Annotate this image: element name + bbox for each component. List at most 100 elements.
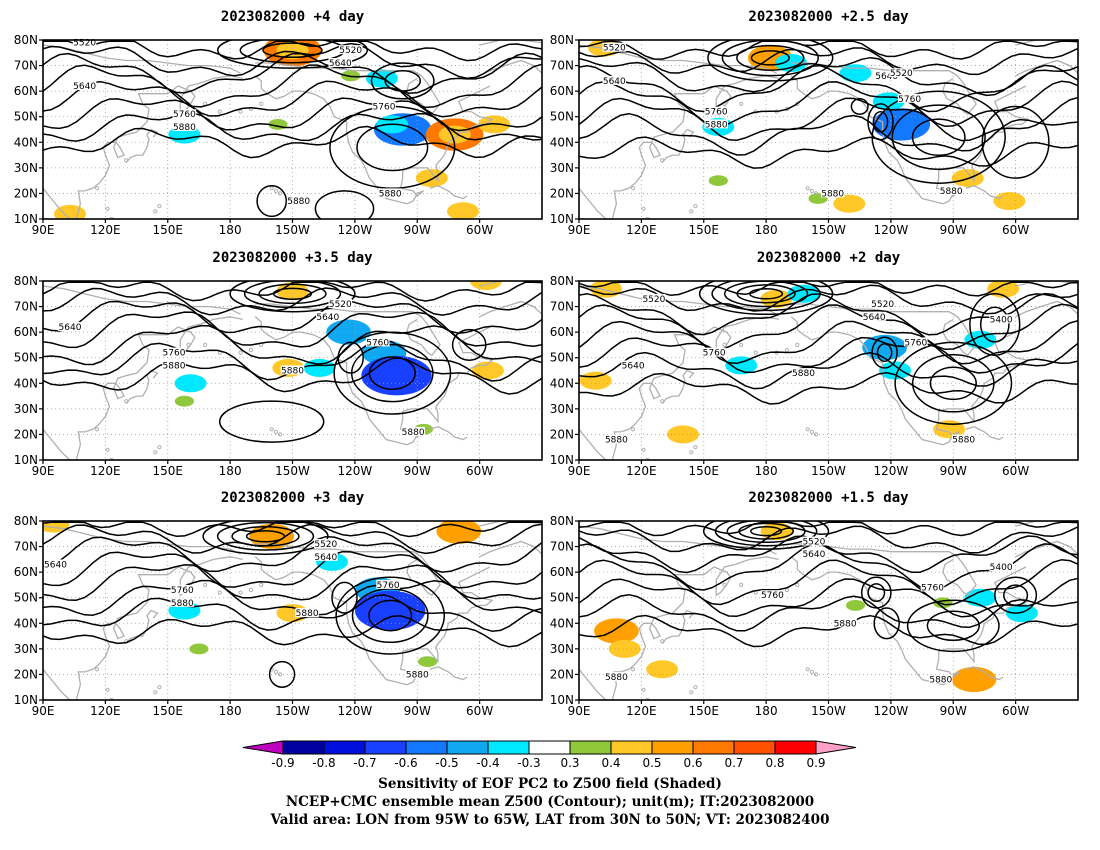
coastline (661, 609, 695, 645)
shading-patch (993, 192, 1026, 211)
island (217, 109, 222, 114)
lat-tick-label: 40N (14, 616, 38, 630)
colorbar-tick-label: 0.9 (806, 756, 825, 770)
lon-tick-label: 90W (404, 704, 431, 718)
lat-tick-label: 10N (550, 453, 574, 467)
shading-patch (355, 590, 426, 631)
contour-line (579, 303, 1078, 351)
contour-layer (579, 40, 1078, 184)
contour-label: 5520 (802, 538, 825, 548)
island (105, 687, 110, 692)
island (95, 667, 100, 672)
lon-tick-label: 120W (873, 464, 908, 478)
contour-label: 5880 (940, 187, 963, 197)
lon-tick-label: 90E (568, 464, 591, 478)
contour-line (43, 112, 542, 142)
contour-label-bg (989, 314, 1013, 324)
contour-label-bg (280, 365, 305, 375)
lon-tick-label: 90E (32, 223, 55, 237)
contour-cell (707, 40, 834, 82)
lat-tick-label: 80N (14, 514, 38, 528)
lon-tick-label: 60W (1002, 704, 1029, 718)
colorbar-tick-label: -0.7 (353, 756, 376, 770)
shading-patch (646, 660, 679, 679)
contour-label-bg (889, 68, 914, 78)
lon-tick-label: 120E (90, 704, 121, 718)
contour-cell (929, 366, 977, 401)
shading-patch (43, 521, 70, 533)
lon-tick-label: 180 (755, 464, 778, 478)
contour-cell (335, 576, 446, 655)
contour-label-bg (172, 121, 197, 131)
contour-label-bg (328, 58, 353, 67)
contour-label: 5520 (871, 300, 894, 310)
colorbar-swatch (774, 740, 817, 755)
contour-line (579, 40, 1078, 60)
contour-cell (216, 40, 369, 69)
contour-line (579, 577, 1078, 618)
coastline (479, 300, 542, 318)
shading-patch (608, 639, 641, 658)
island (631, 667, 636, 672)
contour-label-bg (604, 434, 629, 444)
island (693, 204, 698, 209)
lat-tick-label: 10N (14, 693, 38, 707)
contour-cell (272, 287, 313, 300)
contour-line (579, 136, 1078, 169)
contour-layer (579, 521, 1078, 653)
island (124, 399, 129, 404)
island (805, 427, 810, 432)
island (739, 582, 744, 588)
contour-cell (314, 190, 375, 219)
colorbar-swatch (733, 740, 776, 755)
island (739, 101, 744, 107)
colorbar-tick-label: -0.6 (394, 756, 417, 770)
contour-label-bg (702, 347, 726, 357)
island (95, 427, 100, 432)
contour-label-bg (372, 101, 396, 111)
shading-patch (725, 356, 758, 375)
lon-tick-label: 150E (689, 464, 720, 478)
colorbar-tick-label: 0.3 (560, 756, 579, 770)
contour-label-bg (405, 669, 429, 679)
island (689, 209, 694, 214)
contour-label: 5400 (990, 563, 1013, 573)
contour-cell (331, 581, 358, 614)
contour-label: 5640 (863, 313, 886, 323)
contour-label-bg (72, 37, 97, 47)
lat-tick-label: 50N (550, 591, 574, 605)
contour-label: 5760 (173, 110, 196, 120)
lon-tick-label: 180 (219, 464, 242, 478)
contour-cell (891, 104, 986, 171)
island (809, 429, 815, 434)
contour-line (579, 336, 1078, 374)
contour-cell (876, 343, 893, 363)
lon-tick-label: 90W (404, 223, 431, 237)
contour-label-bg (760, 590, 785, 600)
lon-tick-label: 90W (940, 704, 967, 718)
contour-label-bg (604, 672, 629, 681)
contour-cell (262, 42, 323, 59)
island (689, 450, 694, 455)
caption-line-3: Valid area: LON from 95W to 65W, LAT fro… (270, 812, 830, 828)
contour-label: 5760 (898, 95, 921, 105)
contour-line (579, 559, 1078, 606)
contour-label-bg (802, 536, 826, 546)
contour-label-bg (833, 618, 857, 628)
contour-cell (871, 90, 1006, 184)
contour-label-bg (162, 347, 186, 357)
contour-label: 5880 (705, 120, 728, 130)
contour-cell (867, 583, 886, 603)
lon-tick-label: 120W (337, 704, 372, 718)
colorbar-swatch (569, 740, 612, 755)
island (645, 697, 650, 700)
coastline (791, 543, 977, 597)
contour-cell (911, 118, 966, 157)
lat-tick-label: 80N (550, 274, 574, 288)
contour-label-bg (820, 188, 845, 198)
lon-tick-label: 120W (873, 223, 908, 237)
lat-tick-label: 60N (14, 565, 38, 579)
island (259, 582, 264, 588)
lon-tick-label: 60W (466, 223, 493, 237)
lon-tick-label: 90E (568, 223, 591, 237)
